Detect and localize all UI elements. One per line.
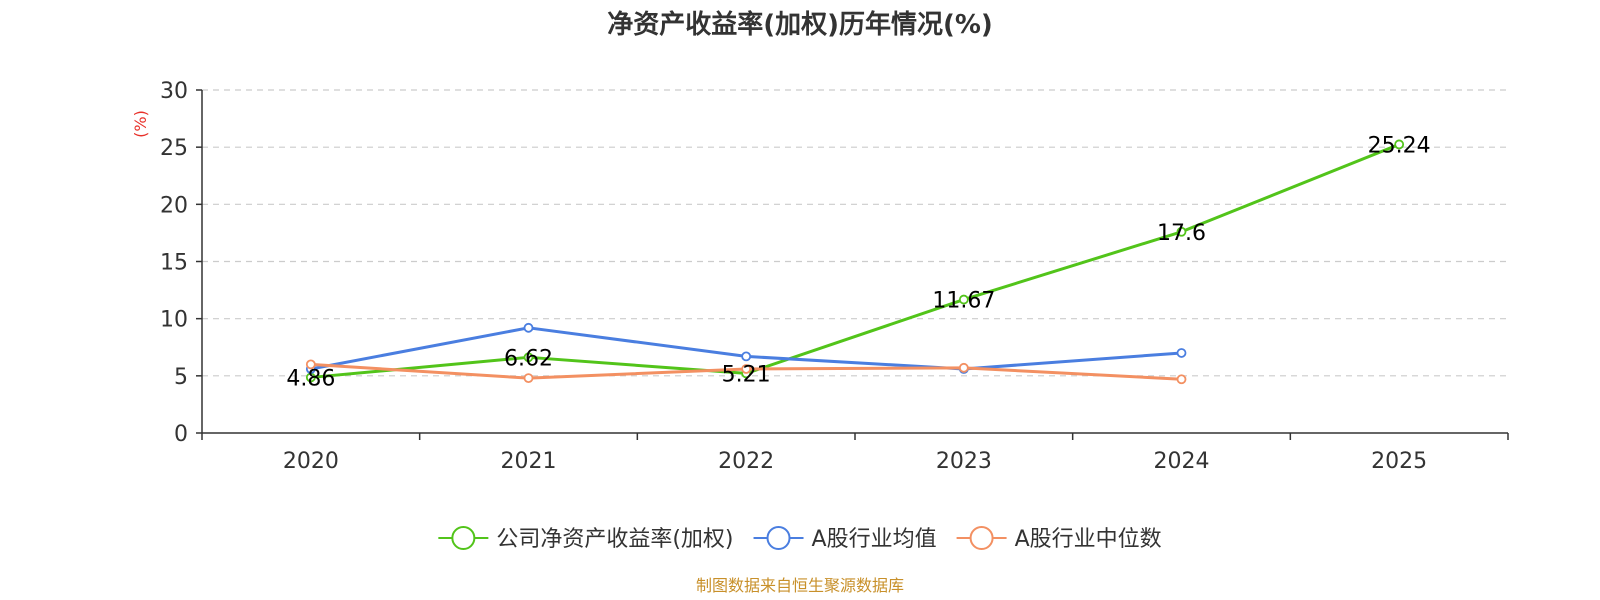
- data-point[interactable]: [1176, 348, 1187, 358]
- legend-circle-icon: [451, 526, 476, 550]
- x-tick-label: 2025: [1371, 449, 1427, 474]
- data-point[interactable]: [523, 322, 534, 333]
- y-tick-label: 0: [174, 422, 188, 447]
- data-point[interactable]: [1176, 374, 1187, 385]
- y-tick-label: 5: [174, 365, 188, 390]
- y-tick-label: 15: [160, 251, 188, 276]
- y-axis-unit-label: (%): [131, 110, 150, 138]
- legend-item-1[interactable]: 公司净资产收益率(加权): [438, 526, 734, 552]
- legend-label: A股行业均值: [812, 527, 937, 552]
- x-tick-label: 2020: [283, 449, 339, 474]
- data-source-note: 制图数据来自恒生聚源数据库: [696, 576, 904, 595]
- legend-circle-icon: [969, 526, 994, 550]
- data-labels: 4.86 6.62 5.21 11.67 17.6 25.24: [286, 133, 1430, 391]
- legend-label: A股行业中位数: [1015, 527, 1162, 552]
- legend[interactable]: 公司净资产收益率(加权) A股行业均值 A股行业中位数: [438, 526, 1162, 552]
- grid-lines: [202, 89, 1508, 377]
- data-label: 6.62: [504, 346, 553, 371]
- data-point[interactable]: [741, 351, 752, 362]
- y-tick-label: 20: [160, 193, 188, 218]
- x-tick-label: 2021: [501, 449, 557, 474]
- data-point[interactable]: [523, 352, 534, 363]
- data-label: 17.6: [1157, 221, 1206, 246]
- data-label: 11.67: [932, 289, 995, 314]
- chart-title: 净资产收益率(加权)历年情况(%): [607, 9, 993, 40]
- series-lines: [305, 139, 1405, 385]
- legend-label: 公司净资产收益率(加权): [496, 527, 733, 552]
- data-label: 25.24: [1368, 133, 1431, 158]
- data-label: 4.86: [286, 366, 335, 391]
- data-point[interactable]: [1394, 139, 1405, 150]
- legend-item-2[interactable]: A股行业均值: [753, 526, 937, 552]
- data-point[interactable]: [523, 373, 534, 384]
- data-point[interactable]: [741, 364, 752, 374]
- data-point[interactable]: [958, 362, 969, 373]
- legend-item-3[interactable]: A股行业中位数: [956, 526, 1162, 552]
- data-point[interactable]: [1176, 226, 1187, 237]
- x-tick-label: 2022: [718, 449, 774, 474]
- x-tick-label: 2024: [1154, 449, 1210, 474]
- data-point[interactable]: [958, 294, 969, 305]
- y-tick-label: 25: [160, 136, 188, 161]
- y-tick-label: 30: [160, 79, 188, 104]
- y-tick-label: 10: [160, 308, 188, 333]
- data-point[interactable]: [305, 359, 316, 370]
- legend-circle-icon: [766, 526, 791, 550]
- data-label: 5.21: [722, 362, 771, 387]
- x-tick-label: 2023: [936, 449, 992, 474]
- series-line-1: [310, 143, 1400, 379]
